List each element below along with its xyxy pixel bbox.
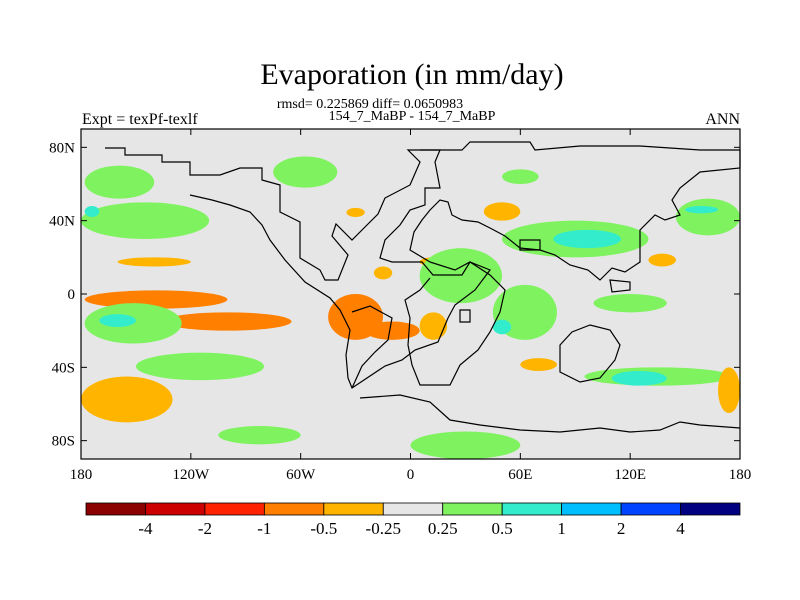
anomaly-region [218,426,301,445]
y-tick-label: 40N [49,214,75,230]
y-tick-label: 80N [49,140,75,156]
anomaly-region [419,248,503,304]
x-tick-label: 60E [508,467,532,483]
anomaly-region [611,371,667,386]
y-tick-label: 80S [52,434,75,450]
colorbar-label: 0.25 [428,519,458,538]
indian-ocean-islands [459,239,631,323]
colorbar-label: -1 [257,519,271,538]
anomaly-region [163,312,292,331]
anomaly-region [81,376,173,423]
colorbar-label: -4 [138,519,153,538]
colorbar-label: 4 [676,519,685,538]
chart-title: Evaporation (in mm/day) [260,58,563,91]
anomaly-region [648,253,676,267]
colorbar-swatch [680,502,741,516]
colorbar-label: -0.25 [366,519,401,538]
colorbar-label: -0.5 [310,519,337,538]
x-tick-label: 120W [172,467,210,483]
colorbar-label: 0.5 [492,519,513,538]
eurasia-coastline [409,141,741,281]
anomaly-region [99,314,136,328]
north-america-coastline [105,147,491,389]
colorbar-swatch [561,502,622,516]
colorbar-swatch [382,502,444,516]
colorbar-swatch [204,502,265,516]
colorbar: -4 -2 -1 -0.5 -0.25 0.25 0.5 1 2 4 [85,502,741,538]
anomaly-region [675,198,740,236]
colorbar-label: -2 [198,519,212,538]
case-line: 154_7_MaBP - 154_7_MaBP [329,109,496,124]
y-axis-ticks: 80N 40N 0 40S 80S [49,140,740,450]
anomaly-region [81,202,210,240]
anomaly-region [419,312,448,340]
x-tick-label: 180 [70,467,93,483]
x-tick-label: 0 [407,467,415,483]
season-label: ANN [705,111,740,128]
anomaly-region [718,367,740,414]
africa-coastline [404,261,506,386]
x-tick-label: 120E [614,467,646,483]
south-america-coastline [351,305,393,389]
anomaly-region [117,257,191,267]
stats-line: rmsd= 0.225869 diff= 0.0650983 [277,97,463,112]
anomaly-region [483,202,521,221]
australia-coastline [559,324,621,383]
anomaly-region [346,207,365,218]
experiment-label: Expt = texPf-texlf [82,111,198,128]
anomaly-regions [81,156,740,459]
colorbar-swatch [620,502,681,516]
anomaly-region [685,206,719,214]
anomaly-region [410,431,521,459]
colorbar-label: 2 [617,519,626,538]
y-tick-label: 0 [68,287,76,303]
colorbar-swatch [263,502,325,516]
anomaly-region [373,266,393,280]
y-tick-label: 40S [52,360,75,376]
anomaly-region [593,294,667,313]
anomaly-region [492,319,512,335]
anomaly-region [135,352,265,381]
coastline-outline [105,141,741,433]
x-axis-ticks: 180 120W 60W 0 60E 120E 180 [70,129,752,483]
anomaly-region [84,206,100,217]
colorbar-swatch [145,502,206,516]
anomaly-region [502,169,539,185]
colorbar-swatch [442,502,503,516]
anomaly-region [520,358,557,372]
colorbar-swatch [323,502,384,516]
colorbar-swatch [501,502,563,516]
anomaly-region [553,229,622,249]
antarctica-coastline [359,394,741,433]
anomaly-region [84,165,155,199]
colorbar-label: 1 [557,519,566,538]
x-tick-label: 60W [286,467,316,483]
colorbar-swatch [85,502,146,516]
anomaly-region [364,321,420,340]
anomaly-region [273,156,338,188]
x-tick-label: 180 [729,467,752,483]
